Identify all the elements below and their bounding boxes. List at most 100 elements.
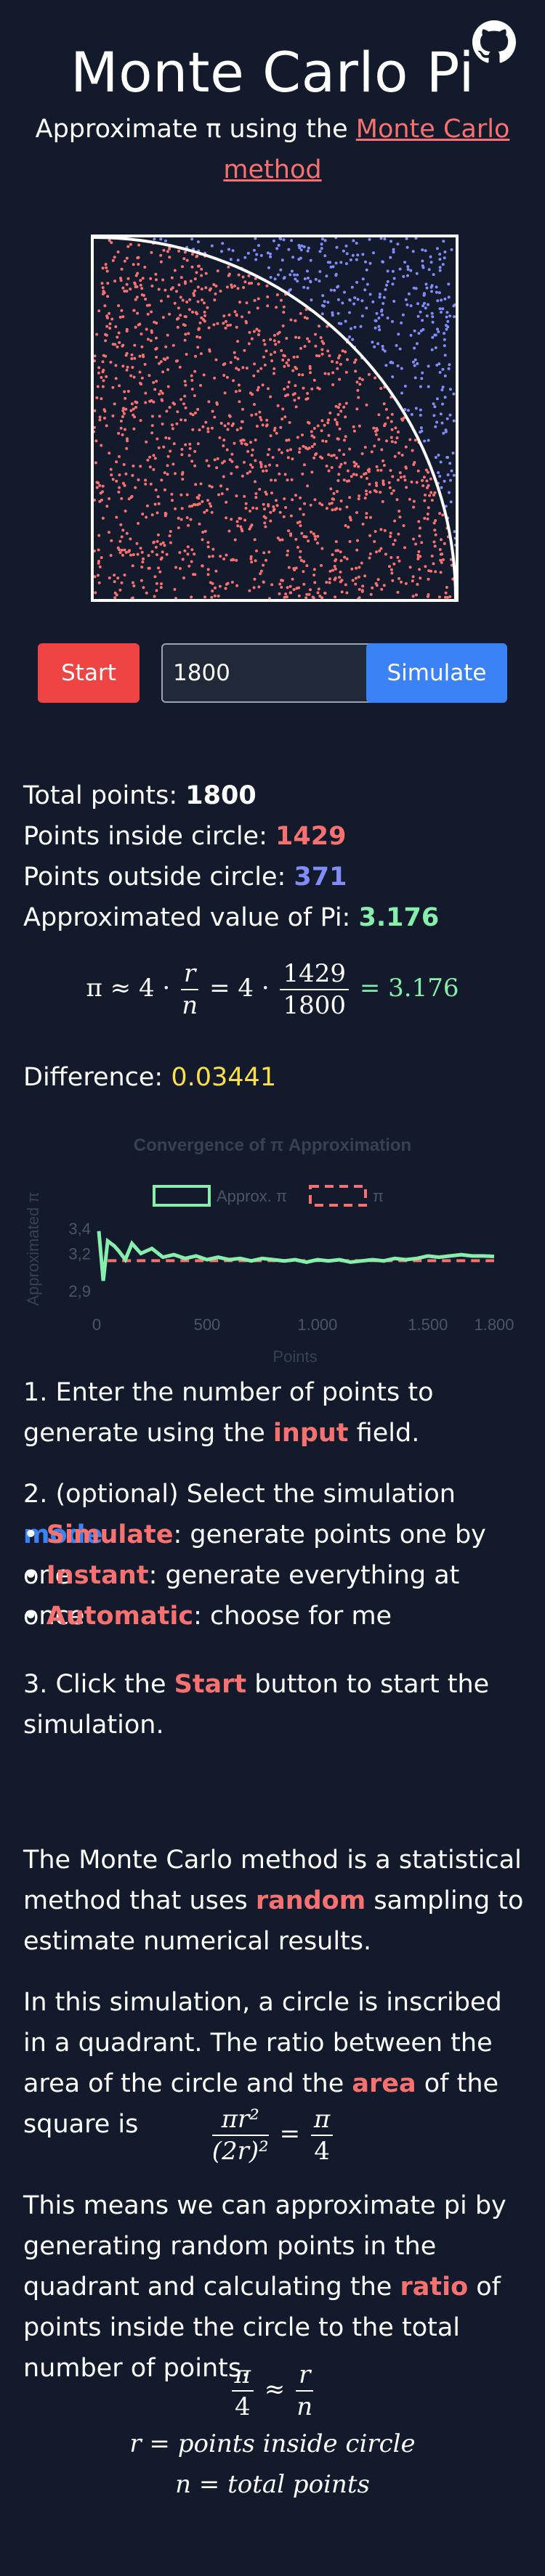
- point-inside: [297, 336, 301, 340]
- point-outside: [293, 273, 296, 277]
- point-inside: [100, 444, 103, 447]
- point-inside: [250, 337, 254, 341]
- point-inside: [302, 582, 306, 586]
- point-outside: [430, 311, 434, 315]
- point-inside: [135, 401, 139, 404]
- point-inside: [335, 456, 339, 460]
- point-inside: [319, 336, 323, 339]
- point-inside: [350, 475, 353, 478]
- point-outside: [396, 242, 400, 246]
- point-outside: [355, 242, 358, 245]
- point-inside: [94, 461, 97, 465]
- point-inside: [250, 413, 254, 417]
- point-inside: [246, 449, 250, 453]
- point-inside: [316, 591, 320, 595]
- point-inside: [121, 415, 124, 418]
- point-inside: [312, 436, 316, 439]
- point-inside: [176, 325, 179, 329]
- point-inside: [195, 335, 199, 338]
- point-inside: [166, 464, 169, 468]
- point-inside: [280, 538, 284, 542]
- point-outside: [323, 300, 326, 303]
- point-inside: [265, 349, 268, 353]
- point-inside: [413, 461, 416, 464]
- point-inside: [251, 506, 255, 510]
- monte-carlo-link[interactable]: Monte Carlo method: [223, 115, 510, 184]
- point-inside: [288, 584, 292, 588]
- point-inside: [170, 276, 174, 280]
- legend-approx-label: Approx. π: [217, 1187, 287, 1205]
- point-inside: [223, 391, 227, 395]
- start-button[interactable]: Start: [38, 643, 140, 703]
- point-inside: [125, 368, 129, 372]
- point-inside: [222, 444, 225, 447]
- point-inside: [198, 335, 202, 339]
- point-outside: [297, 243, 301, 247]
- point-inside: [137, 263, 140, 266]
- point-inside: [439, 553, 443, 556]
- point-inside: [144, 401, 148, 404]
- mode-select-button[interactable]: Simulate: [366, 643, 507, 703]
- point-inside: [133, 356, 137, 360]
- point-inside: [139, 283, 142, 287]
- point-outside: [360, 299, 364, 303]
- point-inside: [105, 266, 108, 269]
- point-outside: [400, 391, 403, 395]
- point-inside: [312, 378, 316, 382]
- point-inside: [121, 315, 125, 319]
- point-inside: [305, 564, 309, 568]
- point-inside: [230, 424, 234, 428]
- point-inside: [108, 239, 111, 242]
- point-inside: [286, 393, 289, 396]
- point-inside: [261, 423, 265, 427]
- point-inside: [140, 333, 143, 335]
- point-inside: [124, 407, 128, 411]
- point-inside: [183, 338, 187, 342]
- point-inside: [327, 372, 331, 375]
- points-input[interactable]: [161, 643, 389, 703]
- explanation-p3: This means we can approximate pi by gene…: [23, 2191, 506, 2383]
- point-inside: [344, 523, 347, 527]
- point-inside: [249, 525, 252, 529]
- point-inside: [230, 580, 234, 584]
- point-outside: [307, 246, 310, 250]
- point-inside: [305, 592, 309, 596]
- point-inside: [310, 430, 313, 433]
- point-inside: [425, 479, 429, 483]
- point-inside: [234, 390, 238, 394]
- point-outside: [246, 251, 250, 255]
- point-inside: [257, 370, 260, 373]
- point-inside: [249, 510, 251, 513]
- point-inside: [291, 393, 295, 396]
- point-inside: [157, 502, 161, 505]
- point-inside: [320, 563, 323, 567]
- point-inside: [389, 535, 392, 538]
- point-inside: [236, 357, 240, 361]
- point-inside: [312, 442, 316, 446]
- point-inside: [114, 325, 118, 328]
- point-inside: [98, 565, 102, 568]
- point-outside: [406, 268, 410, 271]
- point-inside: [258, 487, 262, 491]
- point-inside: [238, 517, 241, 520]
- point-inside: [248, 330, 251, 334]
- point-inside: [429, 477, 432, 481]
- point-inside: [357, 575, 360, 579]
- point-inside: [190, 460, 194, 463]
- simulation-canvas: [91, 235, 459, 602]
- point-inside: [331, 508, 334, 512]
- point-inside: [336, 413, 340, 416]
- point-inside: [229, 323, 232, 327]
- github-icon[interactable]: [472, 20, 516, 64]
- point-outside: [267, 266, 270, 269]
- point-inside: [122, 412, 126, 415]
- point-inside: [392, 562, 396, 566]
- point-inside: [343, 439, 346, 442]
- point-inside: [160, 582, 163, 586]
- point-inside: [124, 550, 128, 554]
- point-inside: [103, 304, 107, 308]
- point-inside: [150, 513, 154, 517]
- point-inside: [428, 494, 432, 497]
- point-inside: [434, 570, 437, 574]
- point-outside: [406, 274, 409, 277]
